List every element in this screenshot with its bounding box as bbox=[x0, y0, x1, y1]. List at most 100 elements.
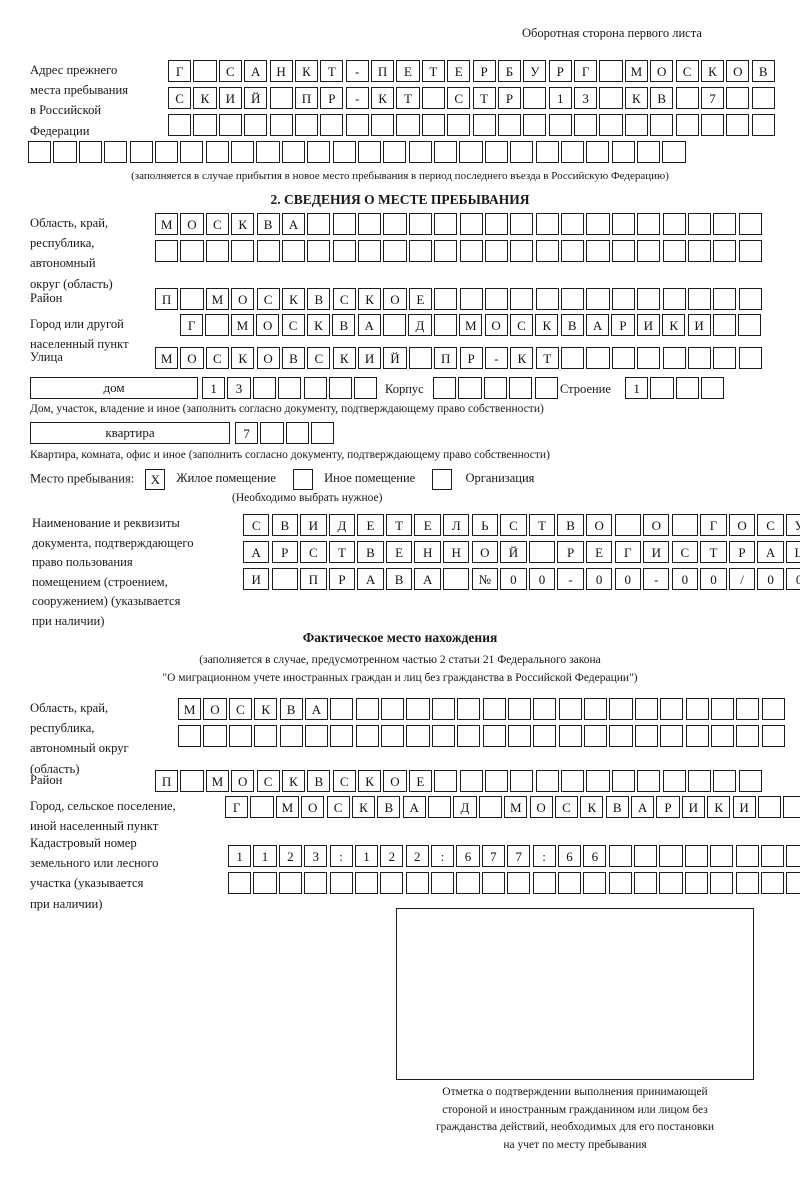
form-cell[interactable]: Е bbox=[357, 514, 384, 536]
form-cell[interactable] bbox=[279, 725, 303, 747]
form-cell[interactable] bbox=[637, 213, 661, 235]
form-cell[interactable] bbox=[168, 114, 192, 136]
section2-region-row-2[interactable] bbox=[155, 240, 762, 262]
form-cell[interactable] bbox=[687, 347, 712, 369]
form-cell[interactable] bbox=[228, 725, 252, 747]
form-cell[interactable] bbox=[510, 288, 534, 310]
form-cell[interactable]: 1 bbox=[253, 845, 277, 867]
form-cell[interactable]: В bbox=[605, 796, 629, 818]
form-cell[interactable]: О bbox=[728, 514, 756, 536]
form-cell[interactable] bbox=[510, 770, 534, 792]
form-cell[interactable]: Т bbox=[396, 87, 420, 109]
form-cell[interactable]: В bbox=[751, 60, 775, 82]
form-cell[interactable]: О bbox=[383, 288, 407, 310]
form-cell[interactable]: Т bbox=[528, 514, 556, 536]
form-cell[interactable] bbox=[584, 698, 608, 720]
form-cell[interactable]: М bbox=[155, 213, 179, 235]
form-cell[interactable] bbox=[738, 770, 762, 792]
form-cell[interactable] bbox=[637, 141, 661, 163]
form-cell[interactable]: К bbox=[294, 60, 319, 82]
form-cell[interactable] bbox=[252, 377, 276, 399]
form-cell[interactable]: С bbox=[205, 213, 229, 235]
form-cell[interactable] bbox=[269, 114, 293, 136]
form-cell[interactable] bbox=[303, 377, 327, 399]
form-cell[interactable] bbox=[443, 568, 470, 590]
form-cell[interactable]: А bbox=[243, 541, 270, 563]
form-cell[interactable] bbox=[458, 377, 482, 399]
form-cell[interactable]: 7 bbox=[700, 87, 725, 109]
form-cell[interactable] bbox=[561, 347, 585, 369]
form-cell[interactable]: П bbox=[155, 770, 179, 792]
form-cell[interactable]: Д bbox=[408, 314, 432, 336]
form-cell[interactable] bbox=[662, 770, 686, 792]
form-cell[interactable] bbox=[256, 141, 280, 163]
form-cell[interactable]: О bbox=[585, 514, 613, 536]
form-cell[interactable] bbox=[457, 725, 481, 747]
form-cell[interactable] bbox=[203, 725, 227, 747]
form-cell[interactable] bbox=[611, 347, 635, 369]
form-cell[interactable]: А bbox=[586, 314, 610, 336]
form-cell[interactable]: 0 bbox=[700, 568, 727, 590]
form-cell[interactable] bbox=[193, 114, 217, 136]
form-cell[interactable]: П bbox=[371, 60, 395, 82]
form-cell[interactable] bbox=[687, 770, 712, 792]
form-cell[interactable] bbox=[205, 240, 229, 262]
form-cell[interactable]: 3 bbox=[574, 87, 598, 109]
form-cell[interactable] bbox=[611, 240, 635, 262]
form-cell[interactable]: О bbox=[256, 314, 280, 336]
form-cell[interactable]: С bbox=[671, 541, 699, 563]
form-cell[interactable] bbox=[662, 213, 686, 235]
form-cell[interactable]: Г bbox=[700, 514, 727, 536]
form-cell[interactable]: С bbox=[500, 514, 527, 536]
form-cell[interactable]: С bbox=[243, 514, 270, 536]
form-cell[interactable] bbox=[687, 288, 712, 310]
form-cell[interactable] bbox=[193, 60, 217, 82]
form-cell[interactable] bbox=[738, 213, 762, 235]
stroenie-cells[interactable]: 1 bbox=[625, 377, 725, 399]
form-cell[interactable] bbox=[586, 213, 610, 235]
form-cell[interactable]: В bbox=[650, 87, 674, 109]
form-cell[interactable] bbox=[371, 114, 395, 136]
form-cell[interactable] bbox=[535, 770, 559, 792]
form-cell[interactable] bbox=[104, 141, 128, 163]
form-cell[interactable] bbox=[561, 770, 585, 792]
korpus-cells[interactable] bbox=[433, 377, 558, 399]
form-cell[interactable]: Т bbox=[472, 87, 496, 109]
form-cell[interactable] bbox=[684, 872, 708, 894]
form-cell[interactable] bbox=[675, 377, 699, 399]
form-cell[interactable]: Л bbox=[443, 514, 470, 536]
form-cell[interactable] bbox=[650, 114, 674, 136]
form-cell[interactable] bbox=[278, 872, 302, 894]
form-cell[interactable]: - bbox=[345, 60, 369, 82]
form-cell[interactable] bbox=[608, 872, 632, 894]
form-cell[interactable]: В bbox=[560, 314, 584, 336]
form-cell[interactable]: В bbox=[307, 770, 331, 792]
form-cell[interactable] bbox=[459, 213, 483, 235]
form-cell[interactable]: : bbox=[532, 845, 556, 867]
form-cell[interactable] bbox=[713, 347, 737, 369]
form-cell[interactable]: Р bbox=[271, 541, 298, 563]
form-cell[interactable]: П bbox=[294, 87, 319, 109]
form-cell[interactable] bbox=[713, 288, 737, 310]
form-cell[interactable] bbox=[662, 141, 686, 163]
form-cell[interactable]: Б bbox=[497, 60, 522, 82]
form-cell[interactable] bbox=[535, 213, 559, 235]
form-cell[interactable] bbox=[459, 240, 483, 262]
form-cell[interactable] bbox=[383, 213, 407, 235]
form-cell[interactable] bbox=[634, 725, 658, 747]
form-cell[interactable]: А bbox=[357, 314, 381, 336]
form-cell[interactable] bbox=[634, 872, 658, 894]
form-cell[interactable]: С bbox=[256, 288, 280, 310]
form-cell[interactable]: Е bbox=[447, 60, 471, 82]
form-cell[interactable]: / bbox=[728, 568, 756, 590]
form-cell[interactable] bbox=[459, 288, 483, 310]
form-cell[interactable] bbox=[509, 377, 533, 399]
form-cell[interactable]: С bbox=[757, 514, 784, 536]
stamp-box[interactable] bbox=[396, 908, 754, 1080]
form-cell[interactable] bbox=[710, 872, 734, 894]
form-cell[interactable] bbox=[710, 845, 734, 867]
form-cell[interactable]: 2 bbox=[278, 845, 302, 867]
